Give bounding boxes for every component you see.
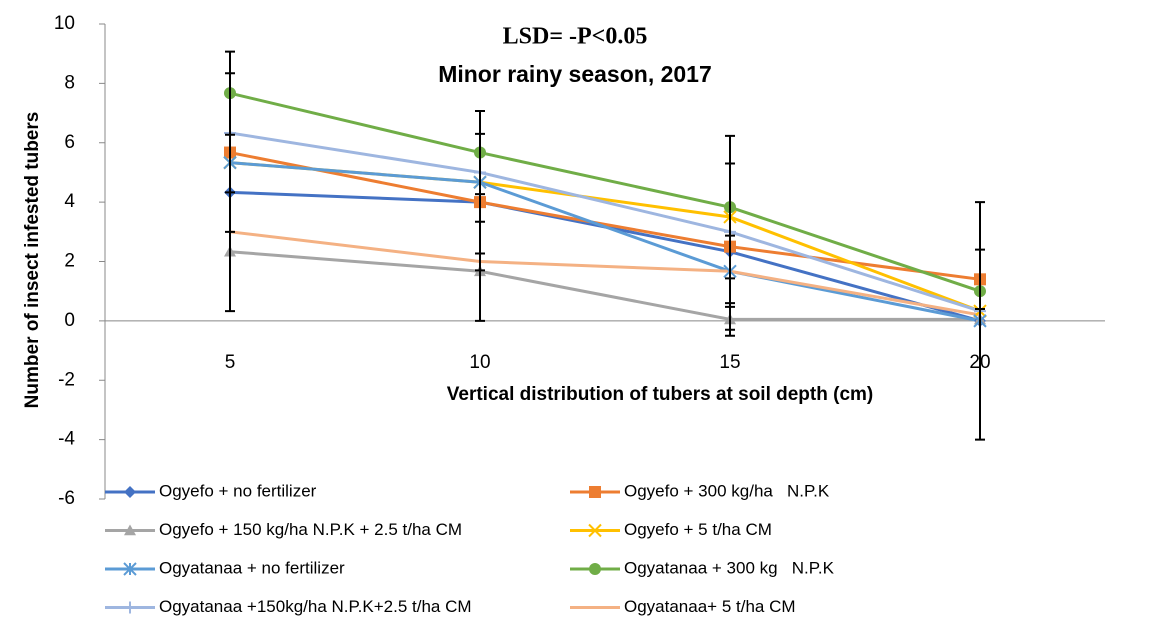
error-bar: [725, 134, 735, 280]
y-tick-label: 10: [54, 13, 75, 34]
legend-item: Ogyatanaa+ 5 t/ha CM: [570, 597, 796, 616]
error-bar: [225, 191, 235, 313]
series-line: [229, 230, 981, 317]
error-bar: [225, 50, 235, 136]
y-tick-label: 6: [64, 132, 75, 153]
series-line: [229, 250, 980, 321]
y-tick-label: 2: [64, 251, 75, 272]
legend-item: Ogyefo + 300 kg/ha N.P.K: [570, 481, 830, 500]
legend-label: Ogyefo + 150 kg/ha N.P.K + 2.5 t/ha CM: [159, 520, 462, 539]
y-tick-label: -4: [58, 429, 75, 450]
series-line: [229, 190, 981, 323]
chart-subtitle: Minor rainy season, 2017: [438, 61, 712, 87]
marker: [124, 486, 136, 498]
legend-item: Ogyatanaa + 300 kg N.P.K: [570, 558, 835, 577]
marker: [588, 523, 602, 538]
y-tick-label: -2: [58, 369, 75, 390]
marker: [124, 524, 136, 536]
y-tick-label: 0: [64, 310, 75, 331]
series-line: [229, 91, 981, 293]
legend-label: Ogyefo + 5 t/ha CM: [624, 520, 772, 539]
legend-item: Ogyefo + no fertilizer: [105, 481, 317, 500]
legend-label: Ogyatanaa + 300 kg N.P.K: [624, 558, 835, 577]
legend-label: Ogyefo + no fertilizer: [159, 481, 317, 500]
x-axis-title: Vertical distribution of tubers at soil …: [447, 384, 874, 405]
series-line: [229, 161, 981, 323]
marker: [589, 486, 601, 498]
error-bar: [975, 248, 985, 310]
marker: [124, 601, 136, 614]
marker: [589, 563, 601, 575]
x-tick-label: 15: [719, 352, 740, 373]
legend-item: Ogyatanaa + no fertilizer: [105, 558, 345, 577]
y-axis-title: Number of insect infested tubers: [22, 112, 43, 409]
series-line: [229, 131, 981, 313]
x-tick-label: 5: [225, 352, 236, 373]
legend-item: Ogyefo + 5 t/ha CM: [570, 520, 772, 539]
legend-item: Ogyefo + 150 kg/ha N.P.K + 2.5 t/ha CM: [105, 520, 462, 539]
legend-label: Ogyatanaa + no fertilizer: [159, 558, 345, 577]
legend-label: Ogyefo + 300 kg/ha N.P.K: [624, 481, 830, 500]
error-bar: [975, 201, 985, 441]
legend-label: Ogyatanaa+ 5 t/ha CM: [624, 597, 796, 616]
marker: [123, 562, 137, 576]
y-tick-label: 4: [64, 191, 75, 212]
y-tick-label: -6: [58, 488, 75, 509]
legend-label: Ogyatanaa +150kg/ha N.P.K+2.5 t/ha CM: [159, 597, 472, 616]
chart-title: LSD= -P<0.05: [503, 24, 648, 50]
y-tick-label: 8: [64, 72, 75, 93]
error-bar: [475, 109, 485, 196]
legend-item: Ogyatanaa +150kg/ha N.P.K+2.5 t/ha CM: [105, 597, 472, 616]
x-tick-label: 10: [469, 352, 490, 373]
